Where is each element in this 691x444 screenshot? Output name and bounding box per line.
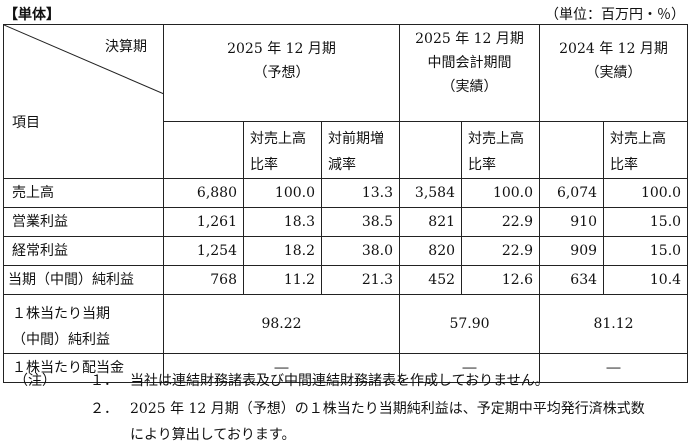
cell-value: 22.9 bbox=[461, 236, 541, 266]
eps-interim: 57.90 bbox=[399, 294, 541, 354]
header-row-periods: 決算期 項目 2025 年 12 月期 （予想） 2025 年 12 月期 中間… bbox=[3, 24, 689, 179]
note-2-continuation: により算出しております。 bbox=[130, 427, 296, 443]
cell-value: 11.2 bbox=[243, 265, 322, 295]
period-header-forecast: 2025 年 12 月期 （予想） bbox=[162, 24, 401, 122]
forecast-ratio-header: 対売上高 比率 bbox=[243, 121, 322, 179]
cell-value: 15.0 bbox=[603, 236, 689, 266]
cell-value: 910 bbox=[539, 207, 605, 237]
cell-value: 6,880 bbox=[163, 178, 244, 208]
note-2-number: ２． bbox=[90, 401, 118, 417]
diagonal-line bbox=[4, 25, 163, 94]
dps-prior: ― bbox=[539, 353, 689, 383]
period-header-interim: 2025 年 12 月期 中間会計期間 （実績） bbox=[399, 24, 541, 122]
cell-value: 820 bbox=[399, 236, 463, 266]
corner-header-cell: 決算期 項目 bbox=[3, 24, 164, 179]
cell-value: 100.0 bbox=[461, 178, 541, 208]
cell-value: 10.4 bbox=[603, 265, 689, 295]
row-label: 売上高 bbox=[3, 178, 164, 208]
cell-value: 768 bbox=[163, 265, 244, 295]
cell-value: 909 bbox=[539, 236, 605, 266]
cell-value: 452 bbox=[399, 265, 463, 295]
cell-value: 100.0 bbox=[603, 178, 689, 208]
notes-prefix: （注） bbox=[14, 373, 56, 389]
cell-value: 3,584 bbox=[399, 178, 463, 208]
dps-row: １株当たり配当金 ― ― ― bbox=[3, 353, 689, 383]
cell-value: 18.2 bbox=[243, 236, 322, 266]
prior-ratio-header: 対売上高 比率 bbox=[603, 121, 689, 179]
corner-period-label: 決算期 bbox=[105, 39, 147, 55]
eps-prior: 81.12 bbox=[539, 294, 689, 354]
eps-row: １株当たり当期 （中間）純利益 98.22 57.90 81.12 bbox=[3, 294, 689, 354]
period-header-prior-year: 2024 年 12 月期 （実績） bbox=[539, 24, 689, 122]
cell-value: 15.0 bbox=[603, 207, 689, 237]
cell-value: 21.3 bbox=[320, 265, 401, 295]
eps-forecast: 98.22 bbox=[162, 294, 401, 354]
prior-amount-header bbox=[539, 121, 605, 179]
interim-amount-header bbox=[399, 121, 463, 179]
forecast-amount-header bbox=[163, 121, 244, 179]
row-label: 営業利益 bbox=[3, 207, 164, 237]
cell-value: 821 bbox=[399, 207, 463, 237]
cell-value: 6,074 bbox=[539, 178, 605, 208]
dps-label: １株当たり配当金 bbox=[3, 353, 164, 383]
forecast-yoy-header: 対前期増 減率 bbox=[320, 121, 401, 179]
table-row: 当期（中間）純利益 768 11.2 21.3 452 12.6 634 10.… bbox=[3, 265, 689, 295]
row-label: 経常利益 bbox=[3, 236, 164, 266]
eps-label: １株当たり当期 （中間）純利益 bbox=[3, 294, 164, 354]
cell-value: 12.6 bbox=[461, 265, 541, 295]
financial-forecast-table: 決算期 項目 2025 年 12 月期 （予想） 2025 年 12 月期 中間… bbox=[3, 24, 689, 383]
note-1-number: １． bbox=[90, 373, 118, 389]
cell-value: 38.5 bbox=[320, 207, 401, 237]
cell-value: 22.9 bbox=[461, 207, 541, 237]
table-row: 経常利益 1,254 18.2 38.0 820 22.9 909 15.0 bbox=[3, 236, 689, 266]
page-header: 【単体】 （単位：百万円・％） bbox=[4, 2, 687, 24]
corner-item-label: 項目 bbox=[12, 115, 40, 131]
cell-value: 38.0 bbox=[320, 236, 401, 266]
cell-value: 13.3 bbox=[320, 178, 401, 208]
cell-value: 1,261 bbox=[163, 207, 244, 237]
table-row: 売上高 6,880 100.0 13.3 3,584 100.0 6,074 1… bbox=[3, 178, 689, 208]
row-label: 当期（中間）純利益 bbox=[3, 265, 164, 295]
unit-label: （単位：百万円・％） bbox=[545, 7, 685, 23]
dps-forecast: ― bbox=[162, 353, 401, 383]
section-label: 【単体】 bbox=[4, 7, 60, 23]
dps-interim: ― bbox=[399, 353, 541, 383]
cell-value: 100.0 bbox=[243, 178, 322, 208]
interim-ratio-header: 対売上高 比率 bbox=[461, 121, 541, 179]
note-1-text: 当社は連結財務諸表及び中間連結財務諸表を作成しておりません。 bbox=[130, 373, 549, 389]
note-2-text: 2025 年 12 月期（予想）の１株当たり当期純利益は、予定期中平均発行済株式… bbox=[130, 401, 645, 417]
table-row: 営業利益 1,261 18.3 38.5 821 22.9 910 15.0 bbox=[3, 207, 689, 237]
cell-value: 18.3 bbox=[243, 207, 322, 237]
cell-value: 634 bbox=[539, 265, 605, 295]
cell-value: 1,254 bbox=[163, 236, 244, 266]
